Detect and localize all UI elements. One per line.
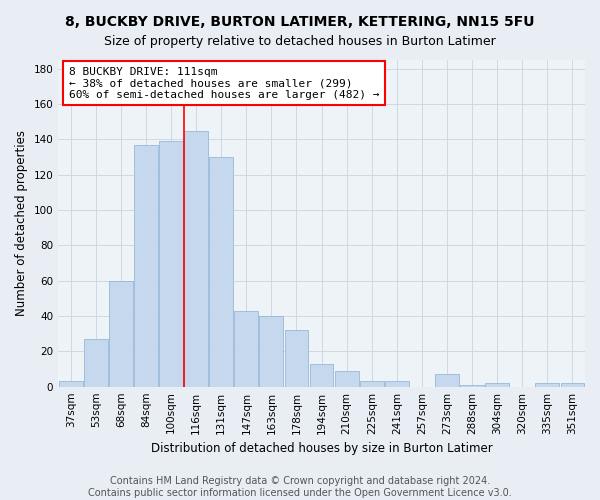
X-axis label: Distribution of detached houses by size in Burton Latimer: Distribution of detached houses by size … (151, 442, 493, 455)
Bar (385, 382, 409, 386)
Bar (284, 330, 308, 386)
Bar (59, 382, 83, 386)
Bar (460, 385, 484, 386)
Bar (310, 364, 334, 386)
Text: Size of property relative to detached houses in Burton Latimer: Size of property relative to detached ho… (104, 35, 496, 48)
Bar (209, 157, 233, 386)
Bar (435, 374, 459, 386)
Bar (560, 383, 584, 386)
Y-axis label: Number of detached properties: Number of detached properties (15, 130, 28, 316)
Bar (535, 383, 559, 386)
Bar (84, 339, 108, 386)
Bar (335, 371, 359, 386)
Bar (159, 141, 183, 386)
Bar (109, 280, 133, 386)
Bar (485, 383, 509, 386)
Bar (134, 145, 158, 386)
Bar (360, 382, 383, 386)
Bar (259, 316, 283, 386)
Text: 8 BUCKBY DRIVE: 111sqm
← 38% of detached houses are smaller (299)
60% of semi-de: 8 BUCKBY DRIVE: 111sqm ← 38% of detached… (69, 66, 379, 100)
Bar (235, 310, 258, 386)
Text: 8, BUCKBY DRIVE, BURTON LATIMER, KETTERING, NN15 5FU: 8, BUCKBY DRIVE, BURTON LATIMER, KETTERI… (65, 15, 535, 29)
Bar (184, 130, 208, 386)
Text: Contains HM Land Registry data © Crown copyright and database right 2024.
Contai: Contains HM Land Registry data © Crown c… (88, 476, 512, 498)
